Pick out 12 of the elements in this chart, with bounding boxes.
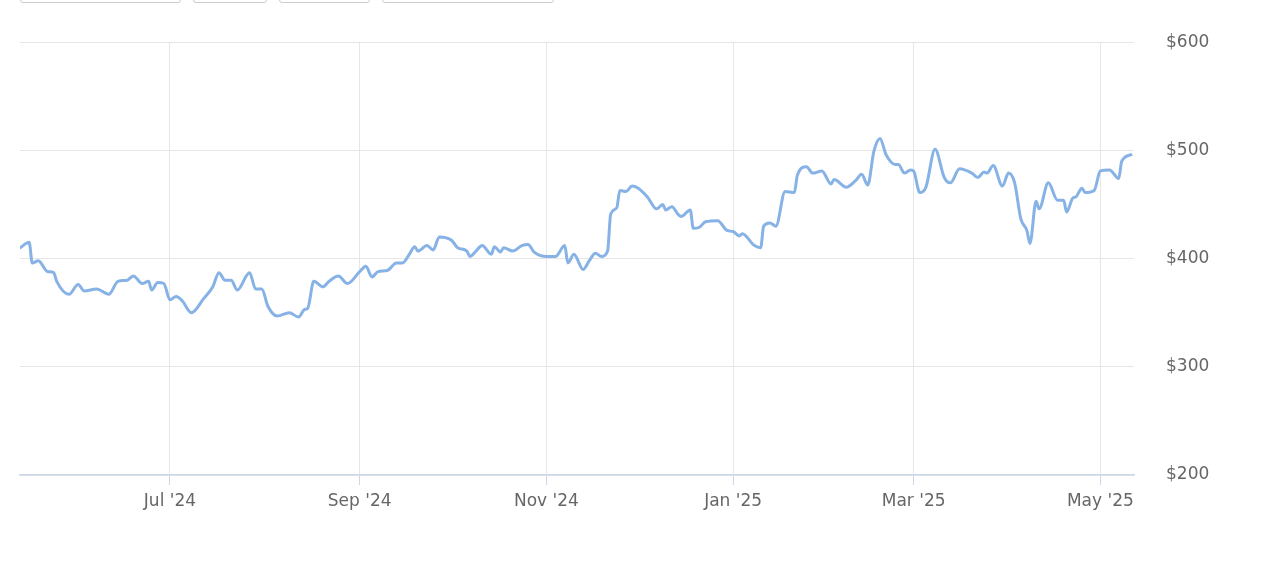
x-tick-label: May '25 xyxy=(1066,489,1134,510)
x-tick-label: Nov '24 xyxy=(513,489,579,510)
x-tick-label: Sep '24 xyxy=(327,489,392,510)
x-tick-label: Jul '24 xyxy=(142,489,197,510)
y-tick-label: $500 xyxy=(1166,138,1210,159)
x-tick-label: Jan '25 xyxy=(703,489,763,510)
y-tick-label: $600 xyxy=(1166,30,1210,51)
y-tick-label: $400 xyxy=(1166,247,1210,268)
y-tick-label: $200 xyxy=(1166,463,1210,484)
line-series xyxy=(20,137,1133,319)
x-tick-label: Mar '25 xyxy=(881,489,946,510)
y-tick-label: $300 xyxy=(1166,355,1210,376)
